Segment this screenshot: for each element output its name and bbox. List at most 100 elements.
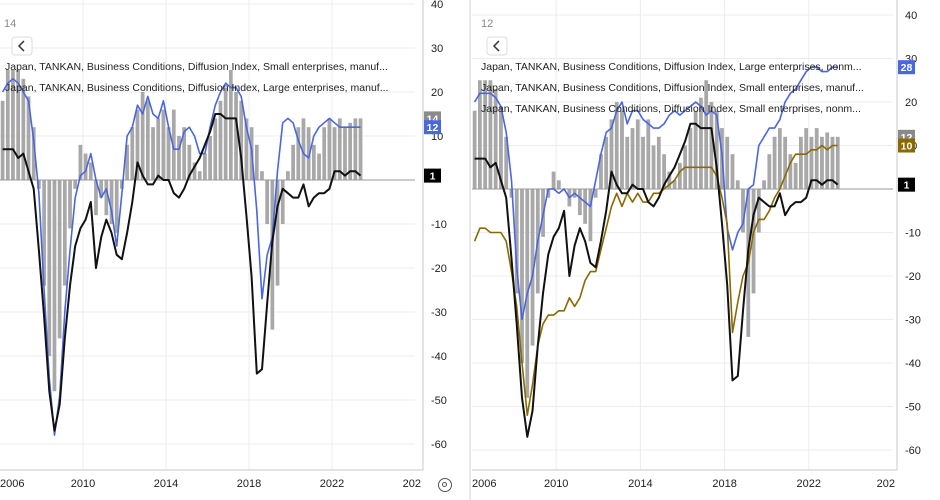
bar: [599, 154, 603, 189]
y-tick-label: 40: [431, 0, 443, 11]
bar: [493, 88, 498, 189]
bar: [693, 110, 698, 189]
bar: [835, 136, 840, 189]
settings-gear-icon[interactable]: [438, 478, 452, 492]
last-value-badge: [424, 120, 441, 135]
last-value-badge: [898, 138, 915, 153]
x-tick-label: 2018: [237, 478, 261, 490]
bar: [5, 70, 10, 180]
back-button[interactable]: [486, 36, 508, 56]
bar: [830, 136, 835, 189]
bar: [630, 128, 635, 189]
y-tick-label: -30: [431, 307, 447, 319]
bar: [472, 110, 477, 189]
bar: [741, 189, 745, 233]
x-tick-label: 202: [403, 478, 421, 490]
bar: [604, 136, 609, 189]
y-tick-label: -30: [905, 315, 921, 327]
bar: [520, 189, 524, 363]
x-tick-label: 2018: [712, 478, 736, 490]
bar: [809, 136, 814, 189]
back-button-frame[interactable]: [11, 36, 33, 56]
bar: [704, 80, 709, 189]
bar: [218, 100, 223, 180]
bar: [166, 127, 171, 180]
series-line: [473, 144, 838, 417]
bar: [78, 144, 83, 180]
x-tick-label: 2014: [628, 478, 652, 490]
bar: [530, 189, 535, 346]
bar: [656, 136, 661, 189]
panel-gap: [441, 0, 470, 500]
bar: [620, 110, 624, 189]
y-tick-label: -50: [905, 402, 921, 414]
chart-panel-right: 40302010-10-20-30-40-50-6020062010201420…: [472, 0, 921, 490]
last-value-label: 1: [904, 180, 910, 192]
bar: [161, 109, 166, 180]
bar: [16, 70, 21, 180]
bar: [228, 70, 233, 180]
bar: [751, 189, 756, 294]
x-tick-label: 2022: [320, 478, 344, 490]
bar: [275, 180, 280, 286]
last-value-badge: [898, 177, 915, 192]
bar: [99, 180, 104, 198]
y-tick-label: -60: [431, 439, 447, 451]
bar: [47, 180, 52, 356]
bar: [588, 189, 593, 242]
bar: [145, 100, 150, 180]
x-tick-label: 2010: [544, 478, 568, 490]
last-value-label: 1: [430, 171, 436, 183]
x-tick-label: 2022: [797, 478, 821, 490]
bar: [151, 127, 155, 180]
bar: [37, 180, 41, 189]
bar: [514, 189, 519, 294]
y-tick-label: 20: [431, 87, 443, 99]
bar: [577, 189, 582, 216]
bar: [488, 80, 493, 189]
bar: [337, 118, 342, 180]
bar: [551, 171, 556, 189]
bar: [509, 189, 514, 198]
bar: [68, 180, 72, 229]
series-line: [473, 66, 838, 321]
x-tick-label: 2006: [472, 478, 496, 490]
last-value-badge: [898, 60, 915, 75]
legend-entry: Japan, TANKAN, Business Conditions, Diff…: [481, 82, 864, 94]
bar: [244, 118, 249, 180]
bar: [504, 136, 509, 189]
bar: [735, 180, 740, 189]
bar: [709, 102, 714, 189]
chevron-left-icon: [492, 40, 500, 52]
bar: [799, 136, 803, 189]
last-value-label: 10: [901, 141, 913, 153]
bar: [788, 154, 793, 189]
x-tick-label: 2006: [0, 478, 24, 490]
bar: [641, 136, 645, 189]
bar: [583, 189, 588, 224]
last-value-label: 28: [901, 62, 913, 74]
last-value-badge: [424, 168, 441, 183]
bar: [609, 119, 614, 189]
legend-entry: Japan, TANKAN, Business Conditions, Diff…: [481, 103, 861, 115]
bar: [156, 118, 161, 180]
bar: [114, 180, 119, 233]
bar: [358, 118, 363, 180]
bar: [208, 136, 212, 180]
bar: [187, 144, 192, 180]
bar: [593, 189, 598, 198]
back-button-frame[interactable]: [486, 36, 508, 56]
bar: [546, 189, 551, 198]
bar: [52, 180, 57, 392]
bar: [677, 162, 682, 189]
bar: [301, 118, 306, 180]
bar: [725, 136, 730, 189]
bar: [556, 180, 561, 189]
bar: [756, 189, 761, 233]
y-tick-label: -50: [431, 395, 447, 407]
bar: [311, 144, 316, 180]
back-button[interactable]: [11, 36, 33, 56]
y-tick-label: -20: [431, 263, 447, 275]
bar: [280, 180, 285, 224]
